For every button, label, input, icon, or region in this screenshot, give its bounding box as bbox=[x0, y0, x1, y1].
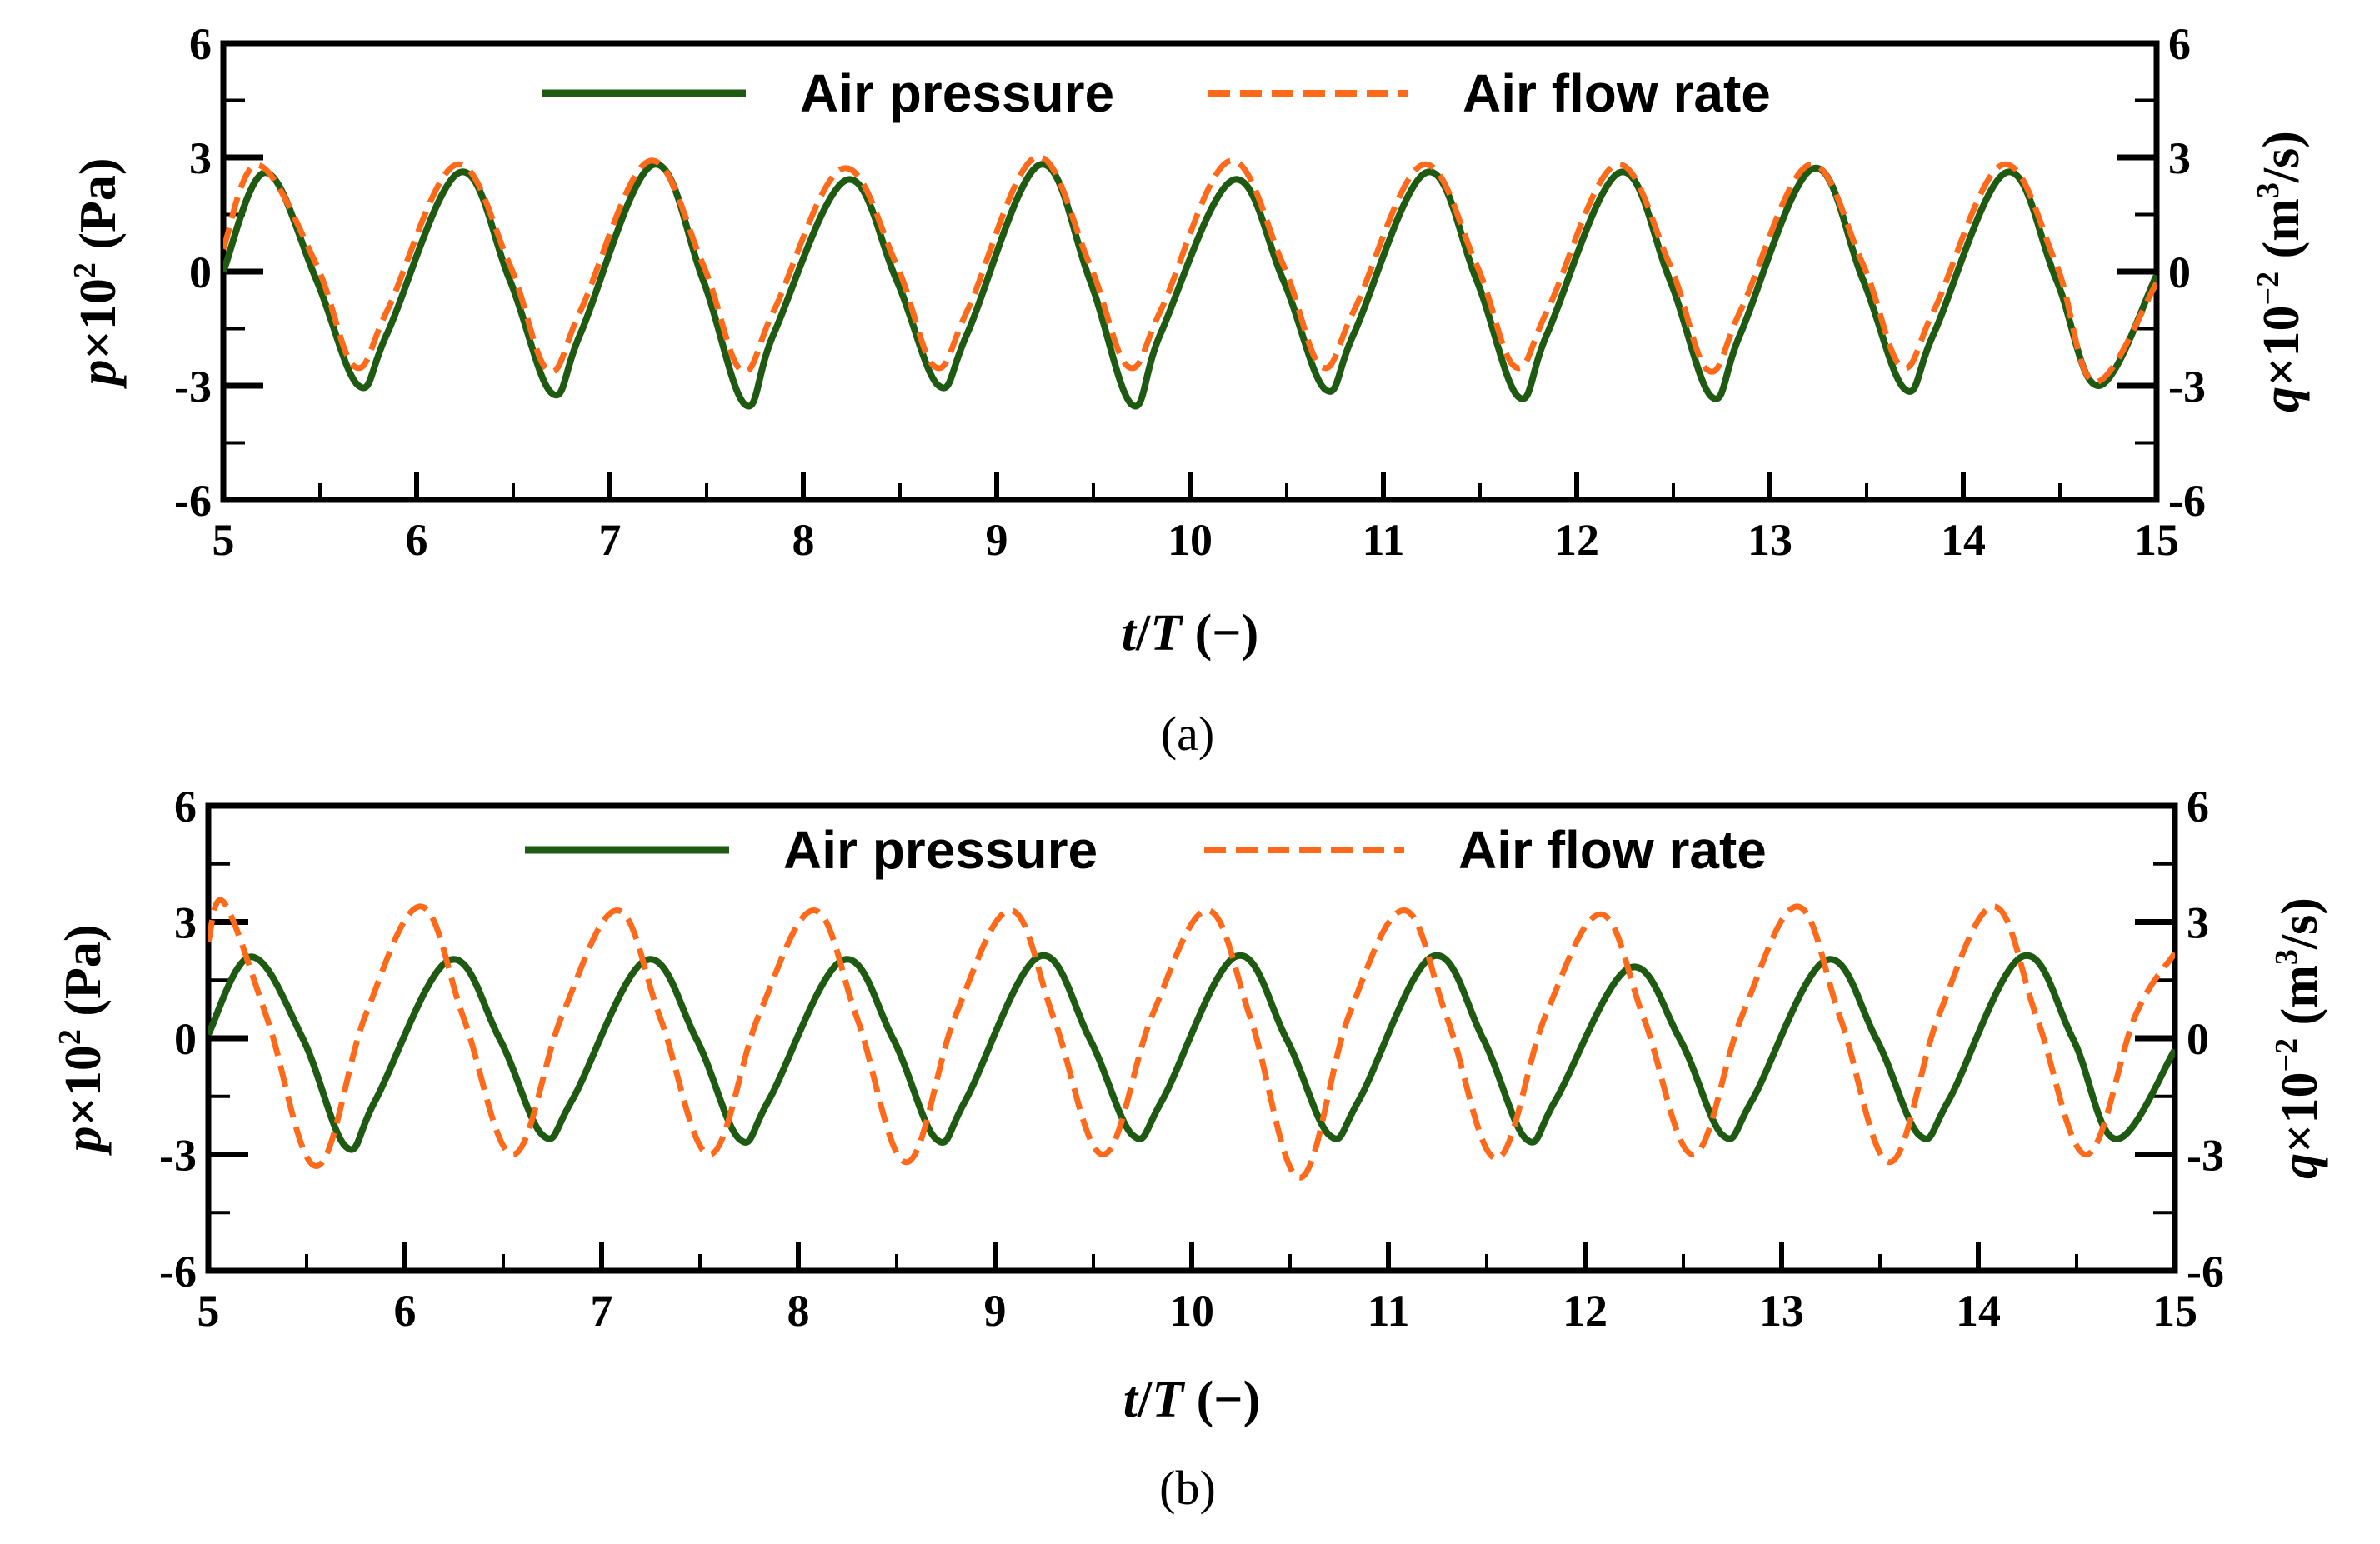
y-right-tick-label: 0 bbox=[2187, 1014, 2209, 1064]
air-pressure-line bbox=[208, 952, 2175, 1153]
x-tick-label: 9 bbox=[984, 1286, 1007, 1336]
x-tick-label: 13 bbox=[1759, 1286, 1804, 1336]
y-left-axis-title: p×102 (Pa) bbox=[52, 924, 112, 1156]
x-tick-label: 8 bbox=[788, 1286, 810, 1336]
air-flow-rate-line bbox=[208, 897, 2175, 1181]
x-tick-label: 12 bbox=[1554, 515, 1599, 565]
y-left-tick-label: 0 bbox=[189, 247, 212, 297]
legend-flow-label: Air flow rate bbox=[1462, 63, 1771, 123]
legend-pressure-label: Air pressure bbox=[783, 820, 1098, 880]
y-right-tick-label: -3 bbox=[2187, 1131, 2224, 1181]
x-tick-label: 11 bbox=[1362, 515, 1404, 565]
air-pressure-line bbox=[223, 161, 2157, 410]
y-left-tick-label: 3 bbox=[174, 898, 197, 948]
chart-panel-b: 5 6 7 8 9 10 11 12 13 14 15 6 6 3 3 0 0 -3 -3 -6 -6 Air press… bbox=[52, 782, 2328, 1515]
x-tick-label: 12 bbox=[1562, 1286, 1608, 1336]
x-tick-label: 14 bbox=[1941, 515, 1986, 565]
panel-caption: (a) bbox=[1161, 707, 1214, 761]
x-tick-label: 11 bbox=[1367, 1286, 1409, 1336]
y-left-tick-label: -6 bbox=[174, 476, 212, 526]
x-tick-label: 5 bbox=[198, 1286, 220, 1336]
y-right-tick-label: 3 bbox=[2187, 898, 2209, 948]
x-tick-label: 15 bbox=[2152, 1286, 2198, 1336]
x-tick-label: 15 bbox=[2134, 515, 2179, 565]
y-right-tick-label: 0 bbox=[2168, 247, 2191, 297]
x-axis-title: t/T (−) bbox=[1122, 605, 1258, 662]
y-right-tick-label: -6 bbox=[2168, 476, 2206, 526]
y-left-tick-label: -6 bbox=[159, 1247, 197, 1297]
x-tick-label: 9 bbox=[986, 515, 1008, 565]
y-right-axis-title: q×10−2 (m3/s) bbox=[2251, 131, 2310, 412]
y-left-tick-label: 0 bbox=[174, 1014, 197, 1064]
x-tick-label: 7 bbox=[591, 1286, 613, 1336]
y-left-tick-label: 6 bbox=[189, 19, 212, 69]
y-right-tick-label: 6 bbox=[2187, 782, 2209, 832]
y-left-tick-label: -3 bbox=[174, 362, 212, 412]
x-tick-label: 10 bbox=[1169, 1286, 1214, 1336]
x-tick-label: 7 bbox=[599, 515, 622, 565]
legend-pressure-label: Air pressure bbox=[800, 63, 1114, 123]
x-tick-label: 5 bbox=[212, 515, 235, 565]
y-left-tick-label: 3 bbox=[189, 133, 212, 183]
y-right-axis-title: q×10−2 (m3/s) bbox=[2269, 897, 2328, 1179]
air-flow-rate-line bbox=[223, 153, 2157, 385]
y-left-axis-title: p×102 (Pa) bbox=[68, 157, 127, 389]
y-right-tick-label: -3 bbox=[2168, 362, 2206, 412]
panel-caption: (b) bbox=[1159, 1461, 1216, 1515]
legend-flow-label: Air flow rate bbox=[1458, 820, 1767, 880]
x-tick-label: 10 bbox=[1168, 515, 1212, 565]
x-tick-label: 14 bbox=[1956, 1286, 2001, 1336]
y-left-tick-label: 6 bbox=[174, 782, 197, 832]
x-tick-label: 6 bbox=[394, 1286, 417, 1336]
chart-panel-a: 5 6 7 8 9 10 11 12 13 14 15 6 6 3 3 0 0 -3 -3 -6 -6 Air press… bbox=[68, 19, 2310, 761]
y-right-tick-label: -6 bbox=[2187, 1247, 2224, 1297]
x-tick-label: 13 bbox=[1748, 515, 1792, 565]
x-tick-label: 6 bbox=[406, 515, 428, 565]
x-tick-label: 8 bbox=[792, 515, 815, 565]
x-axis-title: t/T (−) bbox=[1123, 1372, 1260, 1428]
y-right-tick-label: 6 bbox=[2168, 19, 2191, 69]
y-left-tick-label: -3 bbox=[159, 1131, 197, 1181]
y-right-tick-label: 3 bbox=[2168, 133, 2191, 183]
